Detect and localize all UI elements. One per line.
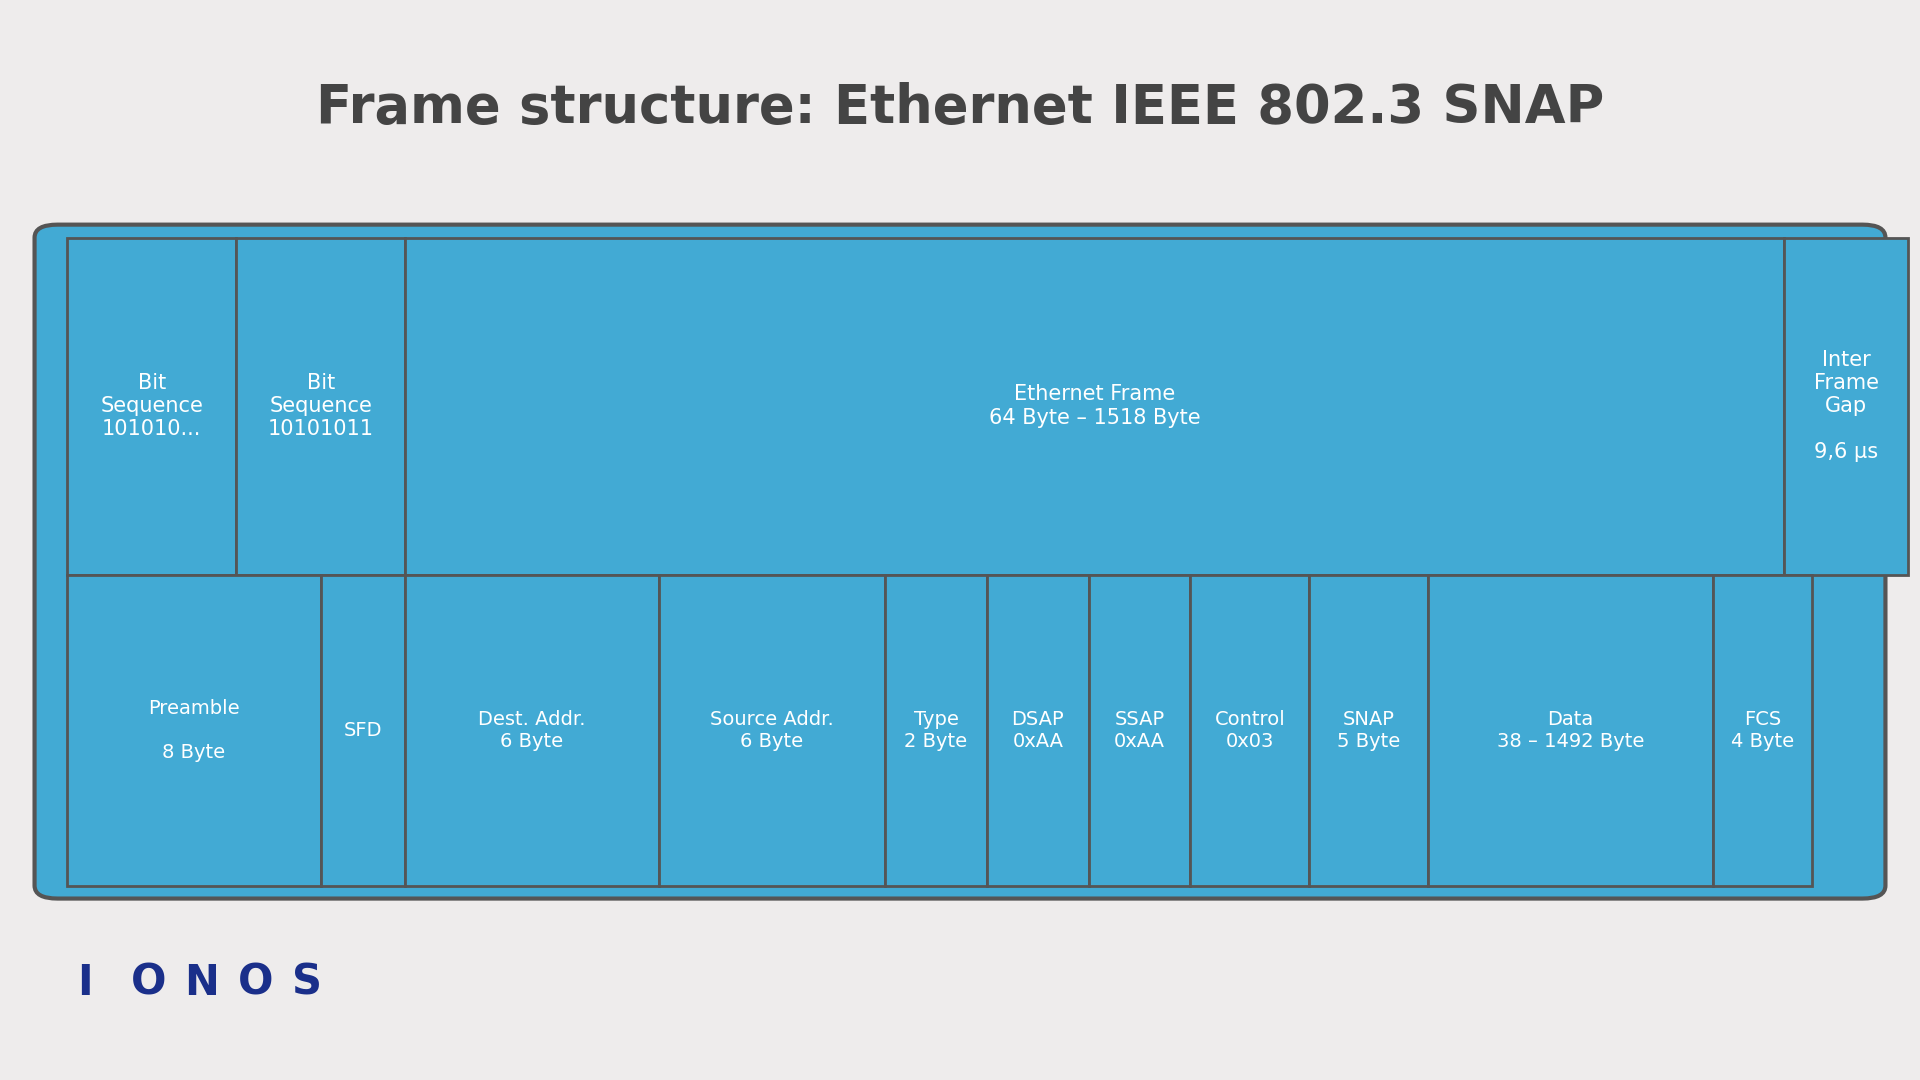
Text: Preamble

8 Byte: Preamble 8 Byte	[148, 699, 240, 761]
Text: N: N	[184, 962, 219, 1003]
Bar	[236, 238, 405, 575]
FancyBboxPatch shape	[35, 225, 1885, 899]
Text: O: O	[131, 962, 165, 1003]
Text: Control
0x03: Control 0x03	[1215, 710, 1284, 751]
Bar	[987, 575, 1089, 886]
Text: DSAP
0xAA: DSAP 0xAA	[1012, 710, 1064, 751]
Bar	[405, 238, 1784, 575]
Text: I: I	[77, 962, 92, 1003]
Text: S: S	[292, 962, 323, 1003]
Text: Source Addr.
6 Byte: Source Addr. 6 Byte	[710, 710, 833, 751]
Text: Ethernet Frame
64 Byte – 1518 Byte: Ethernet Frame 64 Byte – 1518 Byte	[989, 384, 1200, 428]
Bar	[1190, 575, 1309, 886]
Text: O: O	[238, 962, 273, 1003]
Text: FCS
4 Byte: FCS 4 Byte	[1732, 710, 1793, 751]
Text: Data
38 – 1492 Byte: Data 38 – 1492 Byte	[1498, 710, 1644, 751]
Text: Dest. Addr.
6 Byte: Dest. Addr. 6 Byte	[478, 710, 586, 751]
Text: Type
2 Byte: Type 2 Byte	[904, 710, 968, 751]
Text: SFD: SFD	[344, 720, 382, 740]
Bar	[1713, 575, 1812, 886]
Bar	[1309, 575, 1428, 886]
Bar	[405, 575, 659, 886]
Text: Bit
Sequence
101010...: Bit Sequence 101010...	[100, 373, 204, 440]
Bar	[1428, 575, 1713, 886]
Bar	[885, 575, 987, 886]
Bar	[659, 575, 885, 886]
Text: SSAP
0xAA: SSAP 0xAA	[1114, 710, 1165, 751]
Bar	[67, 238, 236, 575]
Bar	[1784, 238, 1908, 575]
Text: Bit
Sequence
10101011: Bit Sequence 10101011	[267, 373, 374, 440]
Bar	[321, 575, 405, 886]
Text: Frame structure: Ethernet IEEE 802.3 SNAP: Frame structure: Ethernet IEEE 802.3 SNA…	[317, 82, 1603, 134]
Bar	[1089, 575, 1190, 886]
Text: Inter
Frame
Gap

9,6 µs: Inter Frame Gap 9,6 µs	[1814, 350, 1878, 462]
Bar	[67, 575, 321, 886]
Text: SNAP
5 Byte: SNAP 5 Byte	[1338, 710, 1400, 751]
